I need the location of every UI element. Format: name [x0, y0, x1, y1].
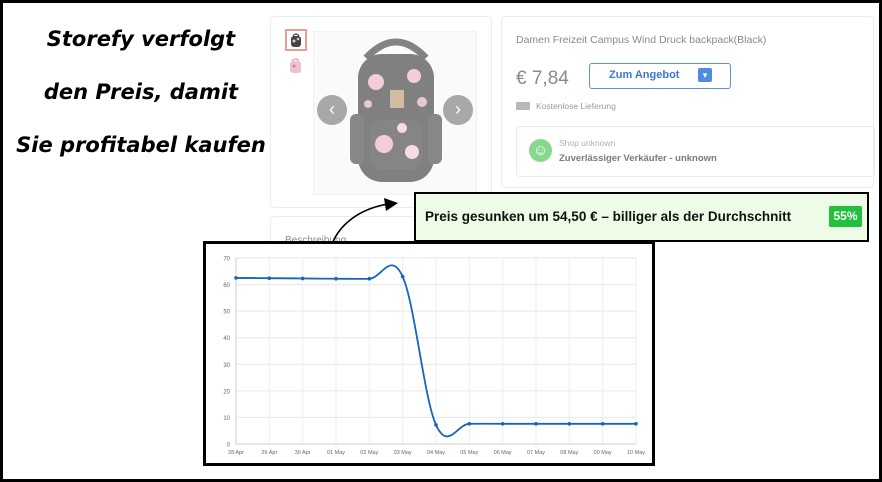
data-point: [634, 422, 638, 426]
x-tick-label: 09 May: [594, 450, 612, 456]
shop-box: ☺ Shop unknown Zuverlässiger Verkäufer -…: [516, 126, 875, 177]
y-tick-label: 50: [223, 310, 230, 316]
thumbnail-1[interactable]: [285, 29, 307, 51]
x-tick-label: 04 May: [427, 450, 445, 456]
backpack-thumbnail-icon: [291, 33, 301, 47]
y-tick-label: 0: [227, 443, 231, 449]
x-tick-label: 28 Apr: [228, 450, 244, 456]
price-history-chart: 0 10 20 30 40 50 60 70 28 Apr 29 Apr 30 Apr 01 May 0…: [203, 241, 655, 466]
discount-badge: 55%: [829, 206, 862, 227]
cart-icon: ▾: [698, 68, 712, 82]
x-tick-label: 30 Apr: [295, 450, 311, 456]
product-price: € 7,84: [516, 68, 569, 89]
x-tick-label: 05 May: [460, 450, 478, 456]
slogan-line-1: Storefy verfolgt: [46, 27, 236, 51]
thumbnail-2[interactable]: [285, 55, 307, 77]
prev-image-button[interactable]: ‹: [317, 95, 347, 125]
data-point: [434, 423, 438, 427]
x-tick-label: 06 May: [494, 450, 512, 456]
data-point: [500, 422, 505, 426]
x-tick-label: 29 Apr: [261, 450, 277, 456]
slogan-line-3: Sie profitabel kaufen: [16, 133, 266, 157]
pink-backpack-thumbnail-icon: [290, 58, 301, 73]
offer-button[interactable]: Zum Angebot ▾: [589, 63, 731, 89]
data-point: [267, 276, 272, 280]
smiley-icon: ☺: [529, 139, 552, 162]
data-point: [300, 276, 305, 281]
data-point: [567, 422, 572, 426]
offer-button-label: Zum Angebot: [609, 69, 680, 81]
product-info-card: Damen Freizeit Campus Wind Druck backpac…: [501, 16, 875, 188]
shipping-label: Kostenlose Lieferung: [536, 101, 616, 111]
slogan-line-2: den Preis, damit: [43, 80, 239, 104]
x-tick-label: 01 May: [327, 450, 345, 456]
y-tick-label: 30: [223, 363, 230, 369]
x-tick-label: 03 May: [394, 450, 412, 456]
data-point: [467, 422, 472, 426]
data-point: [400, 274, 405, 279]
product-image: [313, 31, 477, 195]
price-drop-alert: Preis gesunken um 54,50 € – billiger als…: [414, 192, 869, 242]
shipping-info: Kostenlose Lieferung: [516, 101, 616, 111]
data-point: [367, 276, 372, 281]
data-point: [334, 276, 338, 281]
x-tick-label: 07 May: [527, 450, 545, 456]
product-gallery: ‹ ›: [270, 16, 492, 208]
product-title: Damen Freizeit Campus Wind Druck backpac…: [516, 34, 767, 46]
y-tick-label: 60: [223, 283, 230, 289]
y-tick-label: 70: [223, 257, 230, 263]
price-chart-svg: 0 10 20 30 40 50 60 70 28 Apr 29 Apr 30 Apr 01 May 0…: [223, 257, 645, 457]
backpack-image: [350, 38, 442, 182]
chevron-right-icon: ›: [455, 99, 461, 119]
data-point: [600, 422, 605, 426]
data-point: [534, 422, 538, 426]
x-tick-label: 08 May: [560, 450, 578, 456]
shop-name: Zuverlässiger Verkäufer - unknown: [559, 153, 717, 164]
y-tick-label: 40: [223, 336, 230, 342]
x-tick-label: 02 May: [360, 450, 378, 456]
shop-label: Shop unknown: [559, 138, 616, 148]
price-drop-text: Preis gesunken um 54,50 € – billiger als…: [425, 209, 792, 224]
y-tick-label: 10: [223, 416, 230, 422]
description-tab[interactable]: Beschreibung: [285, 235, 346, 246]
slogan: Storefy verfolgt den Preis, damit Sie pr…: [10, 26, 272, 185]
data-point: [234, 276, 238, 280]
y-tick-label: 20: [223, 389, 230, 395]
truck-icon: [516, 102, 530, 110]
chevron-left-icon: ‹: [329, 99, 335, 119]
x-tick-label: 10 May: [627, 450, 645, 456]
next-image-button[interactable]: ›: [443, 95, 473, 125]
